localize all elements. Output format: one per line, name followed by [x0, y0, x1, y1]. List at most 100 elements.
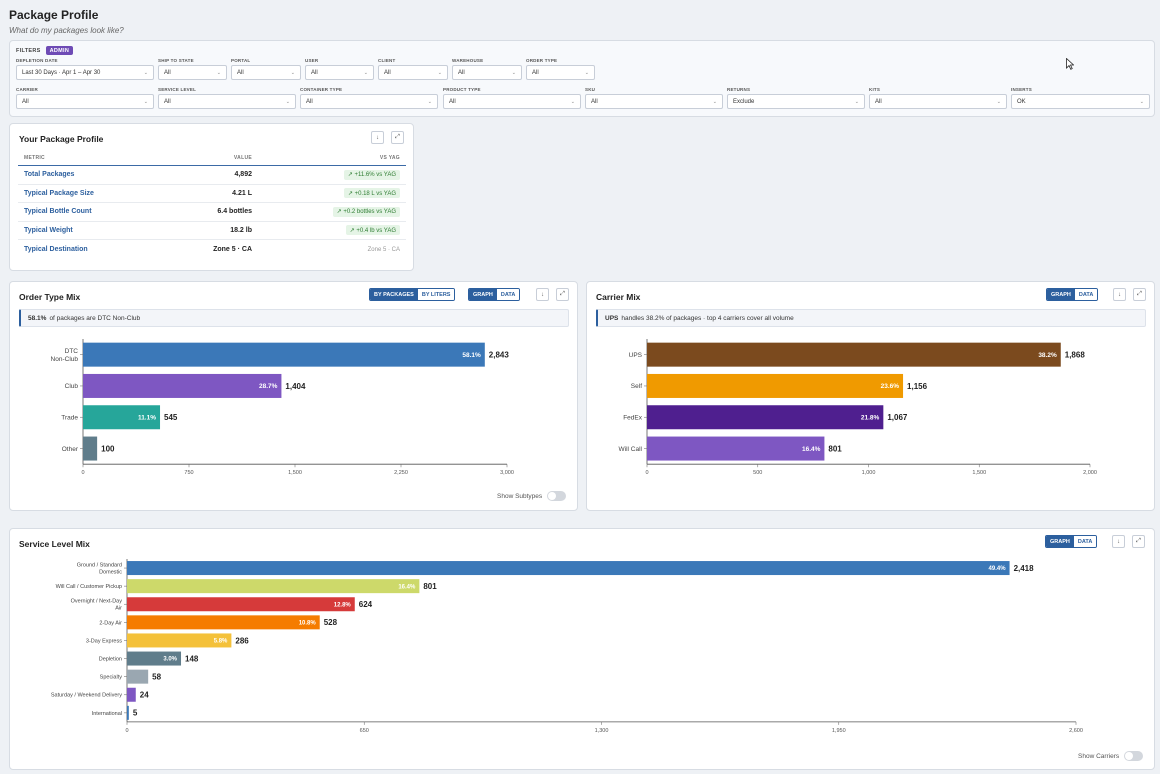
filter-label: INSERTS — [1011, 87, 1032, 92]
column-header-yag: VS YAG — [258, 153, 406, 166]
download-icon[interactable]: ↓ — [1113, 288, 1126, 301]
chevron-down-icon: ⌄ — [570, 98, 575, 105]
sku-select[interactable]: All ⌄ — [585, 94, 723, 109]
expand-icon[interactable]: ⤢ — [1133, 288, 1146, 301]
value-label: 624 — [359, 600, 373, 609]
carrier-select[interactable]: All ⌄ — [16, 94, 154, 109]
download-icon[interactable]: ↓ — [536, 288, 549, 301]
yag-cell: ↗ +0.18 L vs YAG — [258, 184, 406, 203]
depletion-date-select[interactable]: Last 30 Days · Apr 1 – Apr 30 ⌄ — [16, 65, 154, 80]
percent-label: 16.4% — [398, 584, 416, 590]
show-carriers-toggle[interactable] — [1124, 751, 1144, 761]
expand-icon[interactable]: ⤢ — [556, 288, 569, 301]
ship-to-state-select[interactable]: All ⌄ — [158, 65, 227, 80]
category-label: Will Call / Customer Pickup — [56, 584, 122, 590]
show-subtypes-toggle[interactable] — [547, 491, 567, 501]
insight-text: handles 38.2% of packages · top 4 carrie… — [621, 314, 794, 322]
filter-user: USER All ⌄ — [305, 58, 374, 80]
table-row: Typical Weight 18.2 lb ↗ +0.4 lb vs YAG — [18, 221, 406, 240]
yag-text: Zone 5 · CA — [367, 246, 400, 253]
filter-label: CARRIER — [16, 87, 38, 92]
filter-label: ORDER TYPE — [526, 58, 558, 63]
category-label: 2-Day Air — [99, 620, 122, 626]
returns-select[interactable]: Exclude ⌄ — [727, 94, 865, 109]
metric-name[interactable]: Typical Bottle Count — [18, 202, 168, 222]
expand-icon[interactable]: ⤢ — [391, 131, 404, 144]
warehouse-select[interactable]: All ⌄ — [452, 65, 522, 80]
filter-kits: KITS All ⌄ — [869, 87, 1007, 109]
x-tick-label: 1,500 — [288, 470, 302, 476]
category-label: FedEx — [623, 415, 643, 422]
chevron-down-icon: ⌄ — [1139, 98, 1144, 105]
metric-name[interactable]: Typical Weight — [18, 221, 168, 240]
percent-label: 16.4% — [802, 446, 821, 453]
metric-name[interactable]: Typical Destination — [24, 245, 88, 253]
data-button[interactable]: DATA — [1074, 289, 1098, 300]
download-icon[interactable]: ↓ — [1112, 535, 1125, 548]
table-row: Total Packages 4,892 ↗ +11.6% vs YAG — [18, 165, 406, 185]
percent-label: 28.7% — [259, 383, 278, 390]
filter-value: All — [237, 69, 244, 76]
graph-button[interactable]: GRAPH — [1047, 289, 1075, 300]
graph-button[interactable]: GRAPH — [1046, 536, 1074, 547]
client-select[interactable]: All ⌄ — [378, 65, 448, 80]
data-button[interactable]: DATA — [1073, 536, 1097, 547]
value-label: 2,418 — [1014, 564, 1035, 573]
bar — [647, 436, 825, 461]
bar — [127, 561, 1010, 576]
value-label: 2,843 — [489, 350, 510, 359]
category-label: Other — [62, 446, 79, 453]
graph-button[interactable]: GRAPH — [469, 289, 497, 300]
metric-name[interactable]: Typical Package Size — [18, 184, 168, 203]
x-tick-label: 1,950 — [832, 728, 846, 734]
order-type-select[interactable]: All ⌄ — [526, 65, 595, 80]
bar — [83, 342, 485, 367]
portal-select[interactable]: All ⌄ — [231, 65, 301, 80]
filter-value: Last 30 Days · Apr 1 – Apr 30 — [22, 69, 101, 76]
data-button[interactable]: DATA — [496, 289, 520, 300]
service-level-select[interactable]: All ⌄ — [158, 94, 296, 109]
filter-label: SERVICE LEVEL — [158, 87, 197, 92]
filter-label: KITS — [869, 87, 881, 92]
metric-name[interactable]: Total Packages — [18, 165, 168, 185]
container-type-select[interactable]: All ⌄ — [300, 94, 438, 109]
expand-icon[interactable]: ⤢ — [1132, 535, 1145, 548]
filter-returns: RETURNS Exclude ⌄ — [727, 87, 865, 109]
filter-carrier: CARRIER All ⌄ — [16, 87, 154, 109]
filter-value: All — [591, 98, 598, 105]
by-packages-button[interactable]: BY PACKAGES — [370, 289, 418, 300]
filter-container-type: CONTAINER TYPE All ⌄ — [300, 87, 438, 109]
filter-client: CLIENT All ⌄ — [378, 58, 448, 80]
x-tick-label: 0 — [125, 728, 128, 734]
filter-order-type: ORDER TYPE All ⌄ — [526, 58, 595, 80]
x-tick-label: 1,500 — [972, 470, 986, 476]
kits-select[interactable]: All ⌄ — [869, 94, 1007, 109]
card-title: Order Type Mix — [19, 292, 81, 302]
by-liters-button[interactable]: BY LITERS — [417, 289, 455, 300]
column-header-value: VALUE — [168, 153, 258, 166]
percent-label: 58.1% — [462, 352, 481, 359]
metric-value: Zone 5 · CA — [213, 245, 252, 253]
bar — [83, 373, 282, 398]
user-select[interactable]: All ⌄ — [305, 65, 374, 80]
chevron-down-icon: ⌄ — [996, 98, 1001, 105]
chevron-down-icon: ⌄ — [437, 69, 442, 76]
bar — [647, 342, 1061, 367]
filter-value: All — [458, 69, 465, 76]
percent-label: 21.8% — [861, 415, 880, 422]
metric-value: 6.4 bottles — [168, 202, 258, 222]
yag-badge: ↗ +0.2 bottles vs YAG — [332, 206, 400, 217]
table-row: Typical Bottle Count 6.4 bottles ↗ +0.2 … — [18, 202, 406, 222]
inserts-select[interactable]: OK ⌄ — [1011, 94, 1150, 109]
category-label: Non-Club — [51, 356, 79, 363]
x-tick-label: 2,600 — [1069, 728, 1083, 734]
value-label: 1,404 — [285, 382, 306, 391]
category-label: DTC — [65, 348, 79, 355]
category-label: 3-Day Express — [86, 638, 122, 644]
filter-label: DEPLETION DATE — [16, 58, 58, 63]
bar — [127, 705, 129, 720]
filter-service-level: SERVICE LEVEL All ⌄ — [158, 87, 296, 109]
filter-value: All — [164, 98, 171, 105]
download-icon[interactable]: ↓ — [371, 131, 384, 144]
product-type-select[interactable]: All ⌄ — [443, 94, 581, 109]
